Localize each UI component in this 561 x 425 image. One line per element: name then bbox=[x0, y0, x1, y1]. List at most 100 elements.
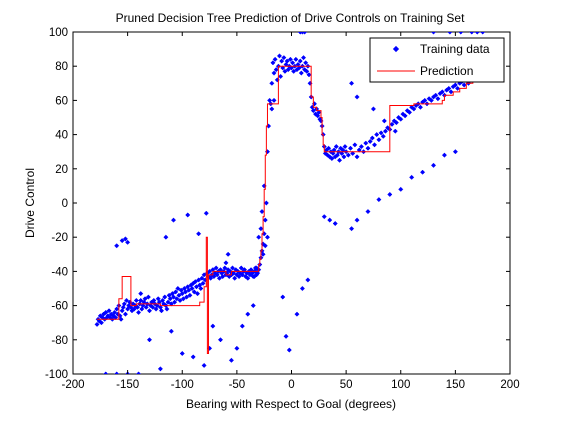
training-point bbox=[420, 169, 426, 175]
training-point bbox=[452, 82, 458, 88]
training-point bbox=[345, 152, 351, 158]
training-point bbox=[480, 32, 486, 35]
training-point bbox=[142, 296, 148, 302]
training-point bbox=[391, 118, 397, 124]
training-point bbox=[371, 142, 378, 148]
training-point bbox=[296, 65, 302, 71]
training-point bbox=[201, 272, 207, 278]
training-point bbox=[398, 186, 404, 192]
training-point bbox=[222, 265, 228, 271]
training-point bbox=[114, 306, 120, 312]
training-point bbox=[220, 273, 226, 280]
training-point bbox=[135, 309, 142, 315]
training-point bbox=[271, 70, 277, 76]
training-point bbox=[108, 311, 114, 317]
training-point bbox=[392, 128, 398, 134]
training-point bbox=[262, 243, 268, 249]
training-point bbox=[262, 217, 268, 223]
training-point bbox=[294, 311, 300, 317]
training-point bbox=[170, 217, 177, 223]
legend-entry-training: Training data bbox=[392, 42, 490, 56]
legend-label-prediction: Prediction bbox=[420, 64, 473, 78]
training-point bbox=[409, 174, 415, 180]
training-point bbox=[324, 152, 331, 158]
x-tick-label: 0 bbox=[288, 379, 294, 391]
training-point bbox=[176, 292, 182, 298]
training-point bbox=[186, 287, 192, 293]
y-tick-label: 40 bbox=[55, 130, 68, 142]
training-point bbox=[474, 32, 480, 35]
training-point bbox=[134, 304, 141, 310]
training-point bbox=[145, 294, 151, 300]
training-point bbox=[447, 32, 453, 35]
training-point bbox=[342, 144, 348, 150]
training-point bbox=[121, 301, 127, 307]
training-point bbox=[270, 60, 276, 66]
legend-marker-training bbox=[392, 45, 400, 53]
training-point bbox=[304, 68, 310, 74]
training-point bbox=[316, 109, 322, 115]
training-point bbox=[411, 106, 417, 112]
training-point bbox=[280, 294, 286, 300]
training-point bbox=[281, 55, 287, 61]
training-point bbox=[398, 116, 404, 122]
training-point bbox=[138, 297, 144, 304]
training-point bbox=[236, 273, 242, 280]
y-tick-label: -40 bbox=[51, 266, 68, 278]
training-point bbox=[179, 291, 185, 297]
y-tick-label: 60 bbox=[55, 95, 68, 107]
training-point bbox=[293, 56, 299, 62]
training-point bbox=[327, 217, 333, 223]
training-point bbox=[393, 120, 399, 126]
y-tick-label: 100 bbox=[49, 27, 68, 39]
training-point bbox=[207, 268, 213, 274]
training-point bbox=[300, 55, 307, 61]
training-point bbox=[213, 265, 219, 271]
y-tick-label: -100 bbox=[45, 369, 68, 381]
training-point bbox=[306, 72, 312, 78]
training-point bbox=[458, 32, 464, 35]
training-point bbox=[157, 366, 163, 372]
plot-frame bbox=[72, 31, 511, 375]
training-point bbox=[259, 208, 265, 215]
training-point bbox=[245, 311, 251, 317]
training-point bbox=[263, 200, 269, 206]
y-axis-label: Drive Control bbox=[23, 168, 37, 238]
training-point bbox=[370, 106, 376, 112]
training-point bbox=[184, 294, 190, 300]
x-axis: -200 -150 -100 -50 0 50 100 150 200 bbox=[61, 32, 520, 391]
training-point bbox=[428, 97, 434, 103]
x-tick-label: -100 bbox=[171, 379, 194, 391]
x-tick-label: -200 bbox=[61, 379, 84, 391]
training-point bbox=[138, 291, 144, 297]
y-tick-label: -60 bbox=[51, 301, 68, 313]
training-point bbox=[297, 58, 303, 64]
training-point bbox=[337, 157, 343, 163]
training-point bbox=[94, 321, 100, 327]
training-point bbox=[201, 362, 207, 369]
training-point bbox=[312, 111, 319, 117]
training-point bbox=[367, 138, 373, 144]
training-point bbox=[122, 311, 128, 317]
training-point bbox=[446, 85, 452, 91]
training-point bbox=[133, 297, 139, 304]
training-point bbox=[179, 350, 185, 357]
training-point bbox=[303, 60, 309, 66]
training-point bbox=[339, 150, 345, 156]
prediction-line bbox=[97, 65, 483, 354]
y-tick-label: -20 bbox=[51, 232, 68, 244]
training-point bbox=[232, 275, 238, 281]
training-point bbox=[125, 239, 131, 245]
training-point bbox=[120, 304, 126, 310]
training-point bbox=[211, 273, 217, 280]
training-point bbox=[352, 142, 358, 148]
training-point bbox=[167, 296, 173, 302]
training-point bbox=[363, 140, 369, 146]
training-point bbox=[234, 272, 240, 278]
training-point bbox=[111, 309, 118, 315]
training-point bbox=[190, 354, 196, 360]
training-point bbox=[164, 306, 170, 312]
training-point bbox=[264, 234, 271, 240]
training-point bbox=[297, 32, 303, 35]
